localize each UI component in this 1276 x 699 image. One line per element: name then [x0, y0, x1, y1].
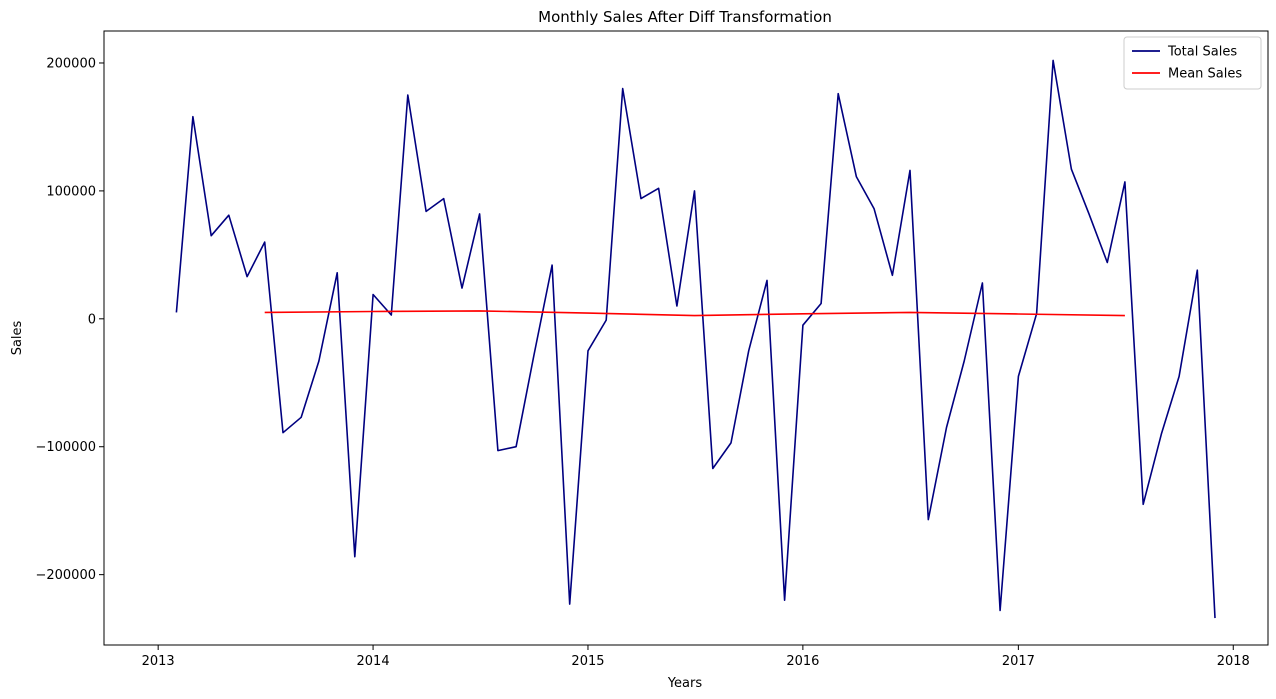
series-line-total-sales: [175, 59, 1216, 619]
y-tick-label: −200000: [35, 568, 96, 583]
legend-box: [1123, 36, 1262, 90]
x-tick-label: 2017: [1002, 654, 1035, 669]
y-tick-label: 200000: [46, 56, 96, 71]
legend: Total Sales Mean Sales: [1123, 36, 1262, 90]
y-axis: −200000 −100000 0 100000 200000: [35, 56, 104, 583]
legend-label: Mean Sales: [1168, 67, 1242, 82]
y-tick-label: 100000: [46, 184, 96, 199]
x-axis-label: Years: [667, 676, 703, 691]
series-layer: [175, 59, 1216, 619]
y-tick-label: 0: [88, 312, 96, 327]
x-tick-label: 2015: [571, 654, 604, 669]
legend-label: Total Sales: [1167, 45, 1237, 60]
x-tick-label: 2014: [357, 654, 390, 669]
y-axis-label: Sales: [10, 320, 25, 355]
x-tick-label: 2018: [1217, 654, 1250, 669]
y-tick-label: −100000: [35, 440, 96, 455]
plot-area: [104, 31, 1268, 645]
plot-frame: [103, 30, 1269, 646]
x-axis: 2013 2014 2015 2016 2017 2018: [142, 645, 1250, 669]
series-line-mean-sales: [264, 310, 1125, 317]
x-tick-label: 2016: [786, 654, 819, 669]
x-tick-label: 2013: [142, 654, 175, 669]
chart-title: Monthly Sales After Diff Transformation: [538, 8, 832, 26]
